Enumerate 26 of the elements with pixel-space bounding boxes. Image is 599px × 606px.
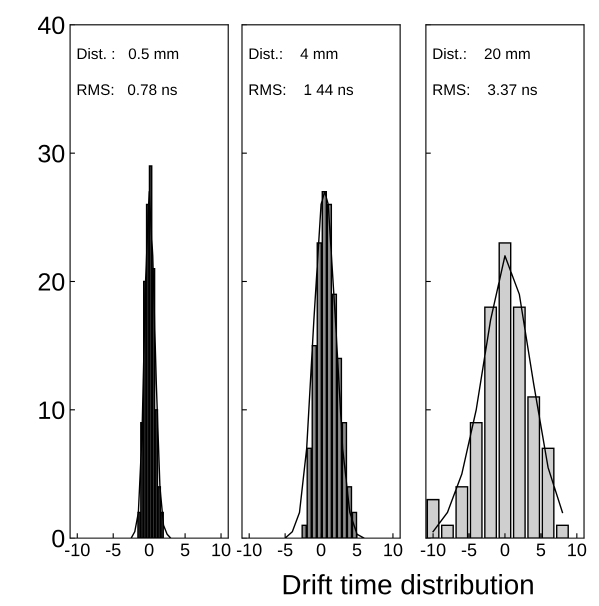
x-tick-label: 5 [536,544,546,556]
annotation: Dist.: 4 mm [250,48,338,60]
x-tick-label: 10 [568,543,586,556]
x-axis-title: Drift time distribution [284,574,533,594]
x-tick-label: -10 [236,543,262,556]
annotation: RMS: 3.37 ns [433,84,537,96]
y-tick-label: 40 [38,16,64,34]
annotation: Dist. : 0.5 mm [78,48,178,60]
x-tick-label: -5 [462,544,476,556]
x-tick-label: 5 [352,544,362,556]
x-tick-label: 5 [180,544,190,556]
annotation: Dist.: 20 mm [433,48,530,60]
x-tick-label: 10 [212,543,230,556]
x-tick-label: -5 [106,544,120,556]
annotation: RMS: 1 44 ns [250,84,354,96]
y-tick-label: 10 [39,401,64,420]
x-tick-label: 0 [316,543,326,556]
y-tick-label: 30 [38,144,64,162]
x-tick-label: -10 [65,543,90,556]
annotation: RMS: 0.78 ns [78,84,177,96]
x-tick-label: 0 [144,543,154,556]
x-tick-label: 10 [384,543,402,556]
y-tick-label: 20 [38,273,64,291]
x-tick-label: -5 [278,544,292,556]
x-tick-label: 0 [500,543,510,556]
x-tick-label: -10 [420,543,446,556]
